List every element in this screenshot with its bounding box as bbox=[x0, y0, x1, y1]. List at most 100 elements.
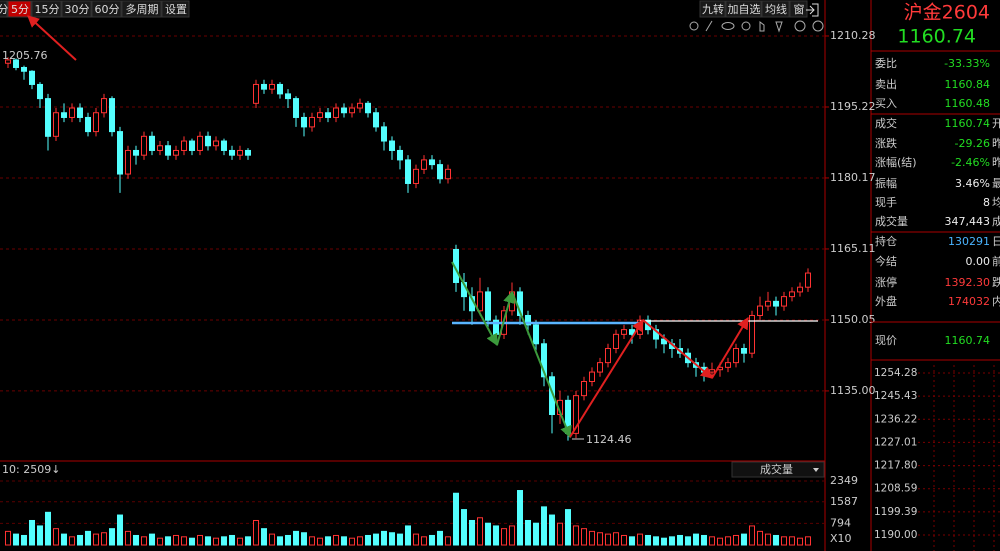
quote-suffix: 日 bbox=[992, 235, 1000, 248]
candle-body bbox=[285, 93, 291, 100]
candle-body bbox=[709, 369, 715, 373]
candle-body bbox=[525, 314, 531, 326]
wave-arrow bbox=[496, 290, 515, 346]
dropdown-arrow[interactable] bbox=[813, 468, 819, 472]
volume-bar bbox=[245, 536, 251, 546]
quote-suffix: 跌 bbox=[992, 275, 1000, 289]
quote-label: 卖出 bbox=[875, 77, 897, 91]
volume-bar bbox=[797, 537, 803, 546]
candle-body bbox=[733, 347, 739, 364]
action-box[interactable] bbox=[725, 0, 762, 18]
candle-body bbox=[221, 140, 227, 151]
candle-body bbox=[605, 347, 611, 364]
candle-body bbox=[485, 291, 491, 321]
candle-body bbox=[725, 362, 731, 368]
wave-arrow bbox=[511, 291, 572, 439]
indicator-select-label[interactable]: 成交量 bbox=[760, 462, 793, 476]
quote-label: 成交量 bbox=[875, 214, 908, 228]
volume-bar bbox=[237, 537, 243, 546]
tab[interactable]: 分 bbox=[0, 3, 9, 16]
candle-body bbox=[109, 98, 115, 133]
quote-value: -33.33% bbox=[944, 57, 990, 70]
quote-label: 涨跌 bbox=[875, 136, 897, 150]
volume-bar bbox=[277, 536, 283, 546]
mini-tick-label: 1208.59 bbox=[874, 483, 917, 495]
tab-box[interactable] bbox=[61, 0, 92, 18]
y-tick-label: 1135.00 bbox=[830, 384, 876, 397]
tab-box[interactable] bbox=[7, 0, 32, 18]
tab[interactable]: 5分 bbox=[11, 3, 29, 16]
candle-body bbox=[445, 168, 451, 180]
quote-label: 买入 bbox=[875, 97, 897, 110]
tab-box[interactable] bbox=[121, 0, 162, 18]
volume-bar bbox=[157, 537, 163, 546]
action-box[interactable] bbox=[699, 0, 726, 18]
candle-body bbox=[301, 116, 307, 128]
toolbar: 分 5分 15分 30分 60分 多周期 设置 九转 加自选 均线窗 bbox=[0, 0, 819, 18]
volume-bar bbox=[53, 528, 59, 546]
action-box[interactable] bbox=[761, 0, 790, 18]
tab[interactable]: 15分 bbox=[35, 3, 60, 16]
volume-bar bbox=[253, 519, 259, 546]
candle-body bbox=[293, 98, 299, 118]
tool-icons bbox=[689, 20, 824, 33]
candle-body bbox=[349, 107, 355, 114]
volume-bar bbox=[725, 536, 731, 546]
volume-bar bbox=[533, 522, 539, 546]
indicator-select[interactable] bbox=[731, 461, 825, 478]
volume-bar bbox=[557, 522, 563, 546]
volume-bar bbox=[485, 522, 491, 546]
exit-icon[interactable] bbox=[806, 3, 819, 17]
quote-value: 8 bbox=[983, 196, 990, 209]
candle-body bbox=[133, 149, 139, 156]
action[interactable]: 加自选 bbox=[728, 3, 761, 16]
tab-box[interactable] bbox=[31, 0, 62, 18]
tab[interactable]: 60分 bbox=[95, 3, 120, 16]
volume-bar bbox=[125, 530, 131, 546]
quote-value: 1160.48 bbox=[945, 97, 991, 110]
candle-body bbox=[277, 83, 283, 95]
volume-bar bbox=[429, 534, 435, 546]
high-label: 1205.76 bbox=[2, 49, 48, 62]
candle-body bbox=[237, 149, 243, 156]
volume-bar bbox=[213, 537, 219, 546]
volume-bar bbox=[269, 533, 275, 546]
volume-bar bbox=[285, 534, 291, 546]
mini-tick-label: 1227.01 bbox=[874, 436, 917, 448]
volume-bar bbox=[69, 536, 75, 546]
tab[interactable]: 设置 bbox=[165, 3, 187, 16]
tab-box[interactable] bbox=[161, 0, 190, 18]
action[interactable]: 九转 bbox=[702, 2, 724, 16]
volume-bar bbox=[77, 534, 83, 546]
volume-bar bbox=[197, 534, 203, 546]
tab[interactable]: 多周期 bbox=[126, 2, 159, 16]
quote-suffix: 开 bbox=[992, 117, 1000, 130]
volume-bar bbox=[477, 517, 483, 546]
volume-bar bbox=[45, 511, 51, 546]
action-box[interactable] bbox=[789, 0, 808, 18]
volume-bar bbox=[693, 533, 699, 546]
y-tick-label: 1180.17 bbox=[830, 171, 876, 184]
quote-value: 130291 bbox=[948, 235, 990, 248]
tab-box[interactable] bbox=[91, 0, 122, 18]
candle-body bbox=[53, 112, 59, 137]
quote-label: 现价 bbox=[875, 334, 897, 347]
quote-label: 现手 bbox=[875, 195, 897, 209]
candle-body bbox=[749, 314, 755, 354]
candle-body bbox=[269, 83, 275, 90]
candle-body bbox=[405, 159, 411, 184]
quote-value: 3.46% bbox=[955, 177, 990, 190]
tab[interactable]: 30分 bbox=[65, 3, 90, 16]
action[interactable]: 均线 bbox=[765, 2, 787, 16]
tab-box[interactable] bbox=[0, 0, 8, 18]
volume-bar bbox=[645, 534, 651, 546]
pointer-arrow bbox=[27, 15, 77, 61]
candle-body bbox=[21, 66, 27, 72]
volume-bar bbox=[109, 528, 115, 546]
volume-bar bbox=[397, 533, 403, 546]
volume-bar bbox=[501, 528, 507, 546]
volume-bar bbox=[589, 530, 595, 546]
candle-body bbox=[381, 126, 387, 142]
action[interactable]: 窗 bbox=[794, 2, 805, 16]
